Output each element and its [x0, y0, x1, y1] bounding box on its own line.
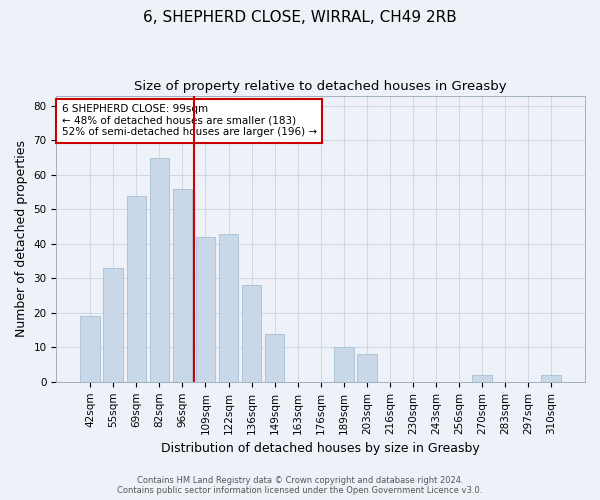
Bar [127, 196, 146, 382]
Bar [173, 188, 192, 382]
Bar [219, 234, 238, 382]
Bar [196, 237, 215, 382]
Text: 6, SHEPHERD CLOSE, WIRRAL, CH49 2RB: 6, SHEPHERD CLOSE, WIRRAL, CH49 2RB [143, 10, 457, 25]
Bar [242, 285, 262, 382]
Bar [541, 375, 561, 382]
Text: 6 SHEPHERD CLOSE: 99sqm
← 48% of detached houses are smaller (183)
52% of semi-d: 6 SHEPHERD CLOSE: 99sqm ← 48% of detache… [62, 104, 317, 138]
Title: Size of property relative to detached houses in Greasby: Size of property relative to detached ho… [134, 80, 507, 93]
Bar [103, 268, 123, 382]
Bar [357, 354, 377, 382]
Text: Contains HM Land Registry data © Crown copyright and database right 2024.
Contai: Contains HM Land Registry data © Crown c… [118, 476, 482, 495]
Y-axis label: Number of detached properties: Number of detached properties [15, 140, 28, 337]
Bar [472, 375, 492, 382]
Bar [334, 348, 353, 382]
Bar [265, 334, 284, 382]
Bar [80, 316, 100, 382]
X-axis label: Distribution of detached houses by size in Greasby: Distribution of detached houses by size … [161, 442, 480, 455]
Bar [149, 158, 169, 382]
